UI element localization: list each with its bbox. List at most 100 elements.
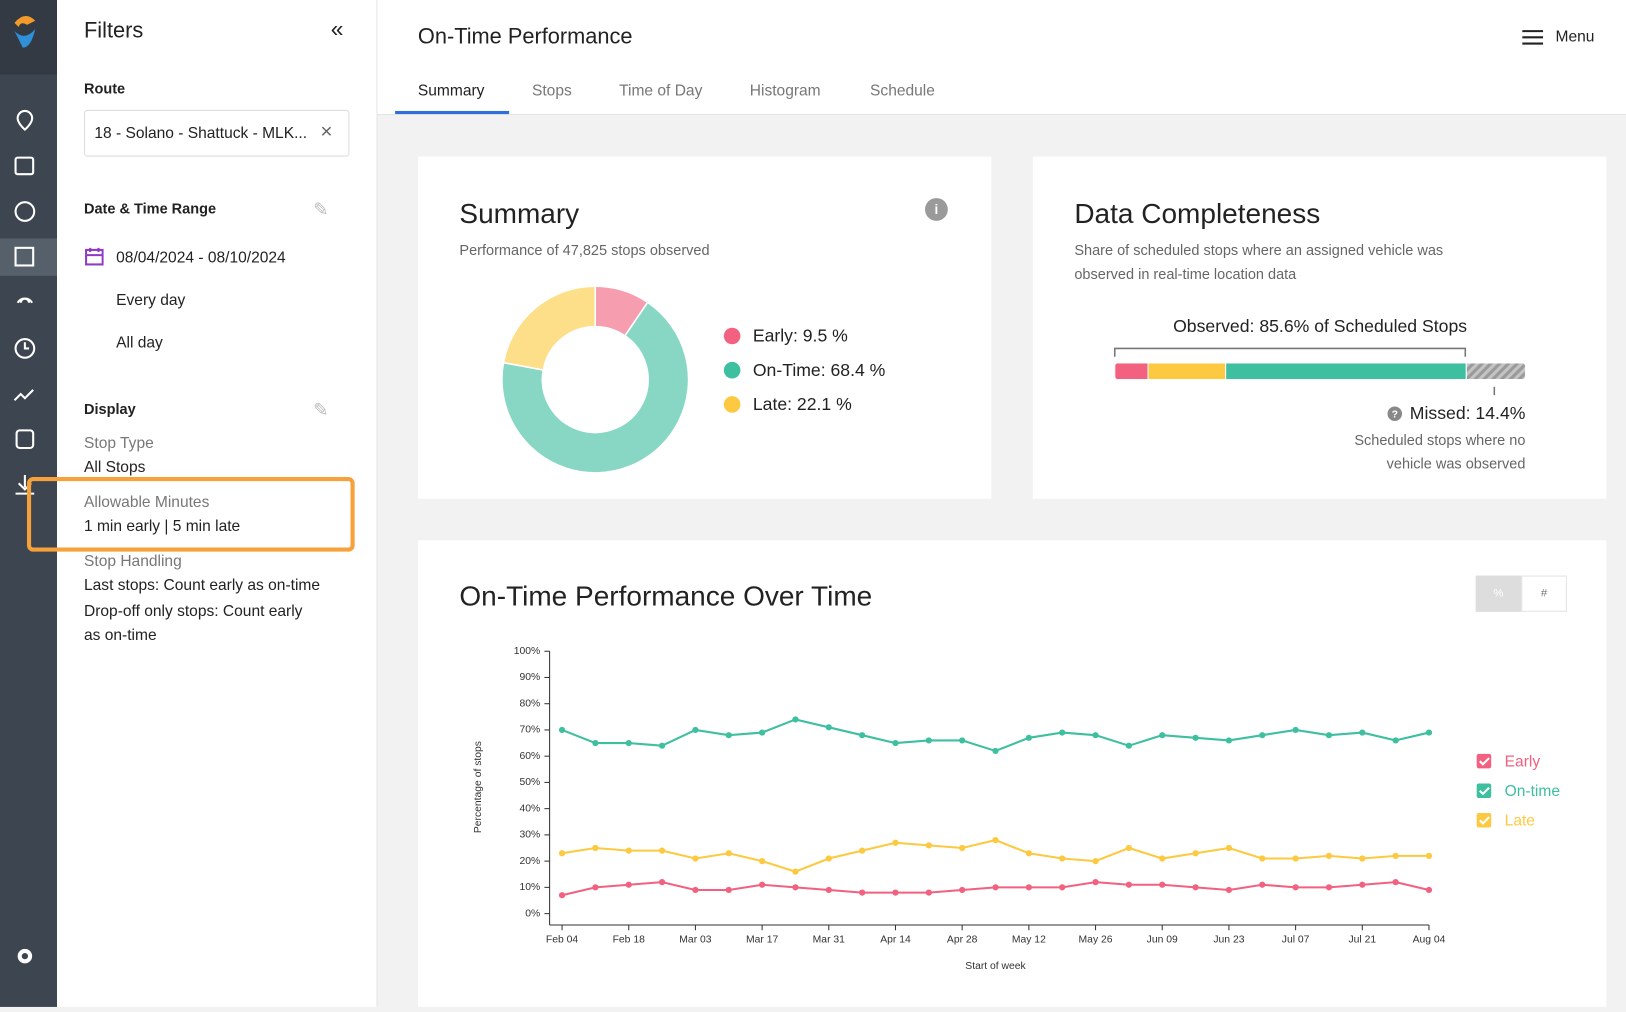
legend-checkbox[interactable] (1476, 783, 1492, 798)
series-point (1192, 884, 1199, 891)
series-point (1059, 884, 1066, 891)
series-point (759, 729, 766, 736)
series-point (1292, 884, 1299, 891)
legend-checkbox[interactable] (1476, 753, 1492, 769)
series-point (1259, 881, 1266, 888)
completeness-segment (1147, 362, 1227, 380)
header (377, 0, 1626, 116)
x-tick-label: Feb 04 (546, 934, 578, 945)
series-point (892, 889, 899, 896)
collapse-button[interactable]: « (330, 15, 344, 42)
filters-panel (57, 0, 378, 1007)
toggle-percent[interactable]: % (1475, 575, 1522, 612)
legend-checkbox[interactable] (1476, 813, 1492, 828)
legend-dot (723, 396, 741, 413)
field-label: Date & Time Range (83, 200, 217, 217)
tab[interactable]: Histogram (749, 81, 821, 100)
series-point (992, 884, 999, 891)
observed-label: Observed: 85.6% of Scheduled Stops (1173, 316, 1468, 336)
series-point (925, 889, 932, 896)
tab[interactable]: Time of Day (619, 81, 703, 100)
series-point (1192, 850, 1199, 857)
field-label: Allowable Minutes (83, 493, 210, 512)
series-line (561, 718, 1430, 753)
x-tick-label: May 12 (1012, 934, 1046, 945)
help-icon[interactable] (1387, 406, 1403, 422)
series-point (1125, 881, 1133, 888)
highlight-box (26, 477, 355, 552)
series-point (992, 837, 999, 844)
series-point (1325, 732, 1333, 739)
series-line (561, 839, 1429, 873)
info-icon[interactable] (925, 198, 948, 221)
series-point (558, 726, 566, 734)
y-tick-label: 50% (520, 777, 541, 788)
completeness-segment (1225, 362, 1467, 380)
y-tick-label: 70% (520, 725, 541, 736)
series-point (1192, 734, 1199, 741)
trend-card (417, 540, 1607, 1007)
x-tick-label: Feb 18 (613, 934, 645, 945)
missed-label: Missed: 14.4% (1409, 403, 1526, 424)
edit-icon[interactable]: ✎ (313, 399, 329, 420)
completeness-segment (1465, 362, 1526, 380)
field-value: 1 min early | 5 min late (83, 517, 241, 536)
series-point (1092, 732, 1099, 739)
x-tick-label: Mar 03 (679, 934, 711, 945)
clear-button[interactable]: × (320, 120, 333, 144)
info-icon: i (935, 202, 939, 217)
legend-label: Late: 22.1 % (753, 394, 852, 414)
legend-label: On-Time: 68.4 % (753, 360, 886, 380)
series-point (1125, 742, 1133, 749)
legend-check (1479, 757, 1490, 766)
observed-bracket (1113, 347, 1467, 357)
series-point (558, 850, 566, 857)
card-subtitle: Performance of 47,825 stops observed (459, 241, 710, 259)
page-title: On-Time Performance (417, 24, 633, 49)
y-tick-label: 80% (520, 698, 541, 709)
legend-check (1479, 816, 1490, 825)
series-point (925, 737, 932, 744)
series-point (1292, 726, 1299, 734)
nav-icons (0, 0, 58, 964)
days: Every day (116, 291, 186, 310)
series-point (1292, 855, 1299, 862)
nav-rail (0, 0, 58, 1007)
menu-button[interactable]: Menu (1555, 27, 1595, 46)
x-tick-label: Mar 17 (746, 934, 778, 945)
summary-card (417, 156, 992, 499)
missed-note: Scheduled stops where no vehicle was obs… (1354, 431, 1526, 472)
tab[interactable]: Summary (417, 81, 485, 100)
x-tick-label: Jun 23 (1213, 934, 1244, 945)
series-point (625, 739, 632, 747)
series-point (725, 732, 732, 739)
x-tick-label: Jun 09 (1147, 934, 1178, 945)
tab-underline (395, 110, 510, 115)
card-title: On-Time Performance Over Time (459, 580, 873, 612)
toggle-count[interactable]: # (1521, 575, 1567, 612)
series-point (558, 892, 566, 899)
legend-label: Early (1505, 753, 1541, 770)
legend-dot (723, 361, 741, 379)
legend-dot (723, 327, 741, 345)
series-point (859, 732, 866, 739)
tab[interactable]: Stops (531, 81, 572, 100)
y-axis-label: Percentage of stops (473, 741, 484, 833)
tab[interactable]: Schedule (870, 81, 935, 100)
series-point (792, 868, 799, 875)
series-point (1225, 737, 1233, 744)
series-point (1325, 852, 1333, 859)
series-point (1092, 879, 1099, 886)
route-select[interactable] (83, 109, 350, 157)
edit-icon[interactable]: ✎ (313, 199, 329, 220)
menu-icon[interactable] (1521, 29, 1544, 46)
series-point (1025, 734, 1032, 741)
series-point (1159, 881, 1166, 888)
y-tick-label: 0% (525, 908, 540, 919)
route-value: 18 - Solano - Shattuck - MLK... (94, 124, 308, 143)
x-axis-label: Start of week (965, 961, 1026, 972)
series-point (725, 850, 732, 857)
legend-label: Early: 9.5 % (753, 326, 848, 346)
completeness-card (1032, 156, 1607, 499)
